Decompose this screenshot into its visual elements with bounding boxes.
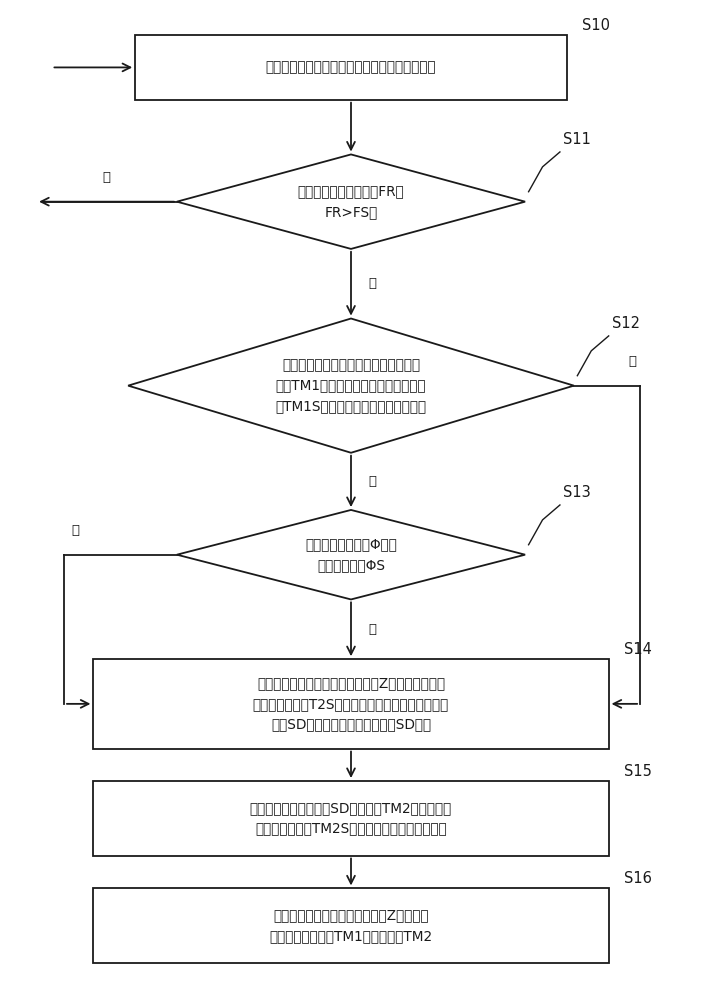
Text: 确定空调当前运行在制冷模式下，执行以下步骤: 确定空调当前运行在制冷模式下，执行以下步骤 [265,60,437,74]
Text: S16: S16 [624,871,652,886]
Text: 获取空调当前运行频率FR，
FR>FS？: 获取空调当前运行频率FR， FR>FS？ [298,184,404,219]
FancyBboxPatch shape [93,659,609,749]
Text: S14: S14 [624,642,652,657]
Text: S11: S11 [564,132,591,147]
Text: 控制室内风机恢复记录前的转速Z，并清零
所述累计运行时间TM1和运行时间TM2: 控制室内风机恢复记录前的转速Z，并清零 所述累计运行时间TM1和运行时间TM2 [270,908,432,943]
Text: 否: 否 [71,524,79,537]
Text: 否: 否 [628,355,637,368]
Text: 否: 否 [369,277,376,290]
Text: 是: 是 [102,171,110,184]
Text: S10: S10 [582,18,610,33]
FancyBboxPatch shape [135,35,567,100]
Polygon shape [177,154,525,249]
Polygon shape [177,510,525,599]
FancyBboxPatch shape [93,888,609,963]
Text: 记录当前室内风机的实时运行转速Z；根据预设的蒸
发器温度临界值T2S获取与其相对应的室内风机理想
转速SD，控制室内风机以该转速SD运行: 记录当前室内风机的实时运行转速Z；根据预设的蒸 发器温度临界值T2S获取与其相对… [253,676,449,731]
Text: 判断室内当前湿度Φ是否
大于预设湿度ΦS: 判断室内当前湿度Φ是否 大于预设湿度ΦS [305,537,397,572]
Polygon shape [128,319,574,453]
Text: 控制室内风机以该转速SD运行时间TM2超过预设的
第二时间临界值TM2S，以实现蒸发器的恒温控制: 控制室内风机以该转速SD运行时间TM2超过预设的 第二时间临界值TM2S，以实现… [250,801,452,836]
Text: 是: 是 [369,475,376,488]
Text: 是: 是 [369,623,376,636]
FancyBboxPatch shape [93,781,609,856]
Text: S12: S12 [612,316,640,331]
Text: S13: S13 [564,485,591,500]
Text: S15: S15 [624,764,652,779]
Text: 计算空调在该模式或频率下的累计运行
时间TM1直到大于预设的第一时间临界
值TM1S；空调是否设置湿度传感器？: 计算空调在该模式或频率下的累计运行 时间TM1直到大于预设的第一时间临界 值TM… [275,358,427,413]
